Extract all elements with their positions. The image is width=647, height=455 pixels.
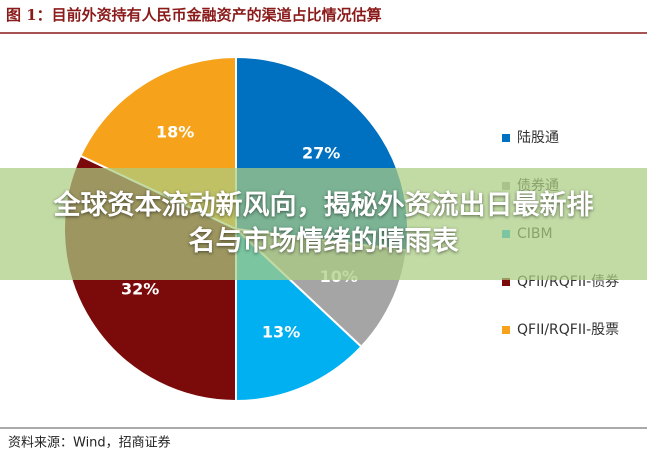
chart-title: 图 1：目前外资持有人民币金融资产的渠道占比情况估算: [6, 6, 382, 24]
legend-label: QFII/RQFII-股票: [517, 322, 619, 338]
slice-label: 32%: [121, 279, 159, 298]
headline: 全球资本流动新风向，揭秘外资流出日最新排名与市场情绪的晴雨表: [53, 190, 594, 257]
legend-swatch: [502, 326, 510, 334]
legend-label: 陆股通: [517, 130, 559, 146]
slice-label: 27%: [302, 143, 340, 162]
headline-banner: 全球资本流动新风向，揭秘外资流出日最新排名与市场情绪的晴雨表: [0, 168, 647, 280]
slice-label: 18%: [156, 123, 194, 142]
legend-swatch: [502, 278, 510, 286]
legend-swatch: [502, 134, 510, 142]
source: 资料来源：Wind，招商证券: [8, 435, 171, 451]
slice-label: 13%: [262, 323, 300, 342]
